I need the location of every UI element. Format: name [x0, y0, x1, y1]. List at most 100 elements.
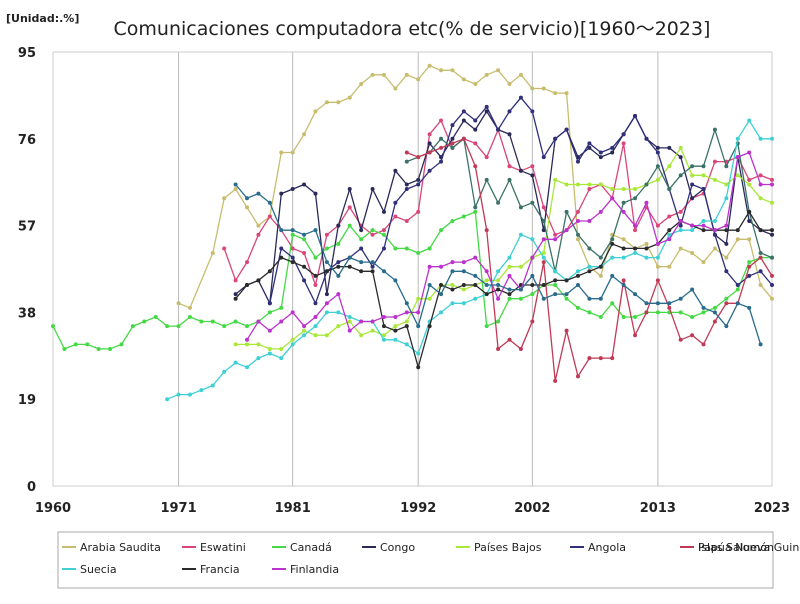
data-point — [245, 260, 250, 265]
data-point — [176, 301, 181, 306]
data-point — [735, 228, 740, 233]
data-point — [439, 228, 444, 233]
legend-label: Canadá — [290, 541, 332, 554]
data-point — [496, 319, 501, 324]
legend-label: Eswatini — [200, 541, 246, 554]
data-point — [187, 305, 192, 310]
data-point — [541, 205, 546, 210]
data-point — [587, 141, 592, 146]
data-point — [302, 251, 307, 256]
data-point — [370, 269, 375, 274]
data-point — [416, 296, 421, 301]
data-point — [404, 72, 409, 77]
data-point — [530, 200, 535, 205]
data-point — [165, 397, 170, 402]
data-point — [633, 314, 638, 319]
data-point — [575, 237, 580, 242]
data-point — [553, 378, 558, 383]
data-point — [621, 278, 626, 283]
data-point — [712, 232, 717, 237]
data-point — [770, 282, 774, 287]
data-point — [187, 314, 192, 319]
data-point — [404, 182, 409, 187]
data-point — [404, 159, 409, 164]
data-point — [690, 196, 695, 201]
data-point — [747, 150, 752, 155]
data-point — [712, 228, 717, 233]
data-point — [393, 278, 398, 283]
data-point — [621, 187, 626, 192]
data-point — [245, 324, 250, 329]
data-point — [290, 310, 295, 315]
data-point — [541, 296, 546, 301]
data-point — [553, 292, 558, 297]
data-point — [724, 296, 729, 301]
data-point — [381, 228, 386, 233]
data-point — [233, 360, 238, 365]
data-point — [587, 264, 592, 269]
data-point — [176, 324, 181, 329]
data-point — [324, 232, 329, 237]
data-point — [701, 219, 706, 224]
data-point — [290, 260, 295, 265]
data-point — [690, 164, 695, 169]
data-point — [587, 356, 592, 361]
series-angola — [267, 95, 774, 306]
data-point — [245, 196, 250, 201]
data-point — [712, 177, 717, 182]
series-finlandia — [245, 150, 774, 342]
data-point — [210, 319, 215, 324]
y-tick-label: 57 — [18, 220, 36, 235]
data-point — [587, 219, 592, 224]
data-point — [530, 273, 535, 278]
data-point — [507, 337, 512, 342]
data-point — [245, 205, 250, 210]
data-point — [381, 232, 386, 237]
data-point — [359, 333, 364, 338]
data-point — [393, 214, 398, 219]
data-point — [701, 310, 706, 315]
data-point — [553, 269, 558, 274]
data-point — [667, 228, 672, 233]
data-point — [302, 232, 307, 237]
data-point — [758, 136, 763, 141]
data-point — [302, 132, 307, 137]
data-point — [404, 310, 409, 315]
data-point — [484, 278, 489, 283]
data-point — [347, 255, 352, 260]
data-point — [712, 246, 717, 251]
data-point — [518, 296, 523, 301]
data-point — [130, 324, 135, 329]
data-point — [633, 228, 638, 233]
plot-area — [52, 51, 773, 487]
data-point — [393, 168, 398, 173]
data-point — [313, 324, 318, 329]
data-point — [690, 287, 695, 292]
data-point — [747, 219, 752, 224]
data-point — [655, 223, 660, 228]
data-point — [758, 228, 763, 233]
data-point — [484, 269, 489, 274]
data-point — [564, 228, 569, 233]
data-point — [484, 72, 489, 77]
data-point — [416, 182, 421, 187]
data-point — [735, 173, 740, 178]
data-point — [461, 260, 466, 265]
data-point — [279, 246, 284, 251]
data-point — [381, 314, 386, 319]
data-point — [496, 282, 501, 287]
data-point — [473, 209, 478, 214]
data-point — [496, 278, 501, 283]
data-point — [598, 182, 603, 187]
series-canad- — [51, 209, 774, 351]
data-point — [678, 296, 683, 301]
data-point — [324, 269, 329, 274]
data-point — [347, 95, 352, 100]
data-point — [290, 187, 295, 192]
data-point — [381, 333, 386, 338]
data-point — [393, 200, 398, 205]
data-point — [541, 228, 546, 233]
data-point — [473, 127, 478, 132]
data-point — [461, 301, 466, 306]
